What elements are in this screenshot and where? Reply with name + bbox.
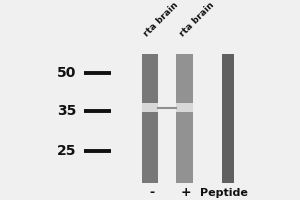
Text: 25: 25 [57, 144, 76, 158]
Text: rta brain: rta brain [142, 0, 180, 38]
Text: rta brain: rta brain [178, 0, 216, 38]
Bar [142, 103, 158, 112]
Text: 50: 50 [57, 66, 76, 80]
Text: Peptide: Peptide [200, 188, 247, 198]
Text: +: + [181, 186, 191, 199]
Bar [176, 54, 193, 183]
Bar [176, 103, 193, 112]
Text: -: - [149, 186, 154, 199]
Bar [222, 54, 234, 183]
Text: 35: 35 [57, 104, 76, 118]
Bar [142, 54, 158, 183]
